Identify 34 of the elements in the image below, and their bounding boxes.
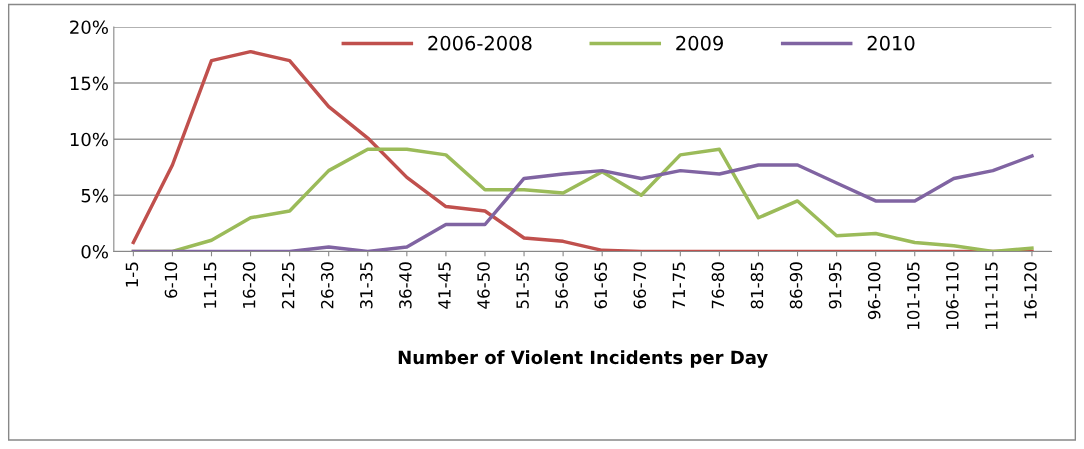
y-tick-label: 5% [81,188,108,203]
x-axis-title: Number of Violent Incidents per Day [398,350,768,368]
x-tick-label: 16-120 [1024,262,1037,319]
legend-label: 2009 [676,35,723,51]
x-tick-label: 21-25 [281,262,295,309]
y-tick-label: 15% [70,76,108,91]
x-tick-label: 56-60 [555,262,568,309]
x-tick-label: 101-105 [906,262,920,329]
x-tick-label: 86-90 [789,262,803,309]
x-tick-label: 96-100 [867,262,881,320]
legend-label: 2010 [867,35,915,51]
x-tick-label: 111-115 [985,262,998,329]
x-tick-label: 106-110 [946,262,959,329]
x-tick-label: 81-85 [750,262,764,309]
y-tick-label: 10% [70,132,108,147]
x-tick-label: 51-55 [516,262,529,309]
x-tick-label: 41-45 [438,262,451,309]
x-tick-label: 26-30 [320,262,334,309]
x-tick-label: 66-70 [633,262,647,309]
y-tick-label: 0% [81,244,108,259]
x-tick-label: 11-15 [203,262,217,308]
x-tick-label: 61-65 [594,262,608,309]
x-tick-label: 1-5 [125,262,139,287]
x-tick-label: 31-35 [360,262,373,309]
x-tick-label: 6-10 [164,262,178,298]
x-tick-label: 76-80 [711,262,725,309]
x-tick-label: 36-40 [399,262,412,309]
y-tick-label: 20% [70,20,108,35]
legend-label: 2006-2008 [428,35,532,51]
line-series [131,49,1034,252]
x-tick-label: 16-20 [242,262,256,308]
x-tick-label: 91-95 [828,262,842,309]
x-tick-label: 46-50 [477,262,490,309]
x-tick-label: 71-75 [672,262,686,309]
